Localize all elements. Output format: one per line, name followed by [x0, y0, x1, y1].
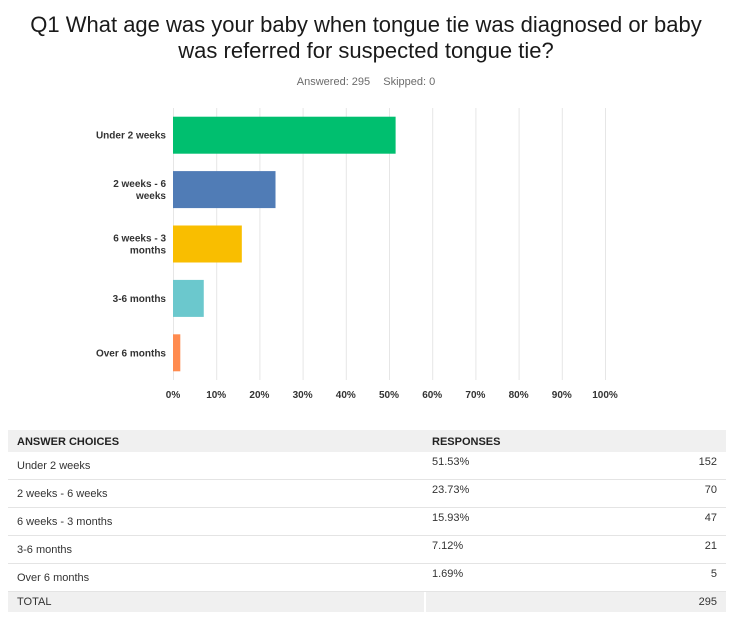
- response-stats: Answered: 295 Skipped: 0: [0, 76, 732, 88]
- category-label: Over 6 months: [96, 348, 166, 359]
- table-body: Under 2 weeks 51.53% 152 2 weeks - 6 weeks 2…: [8, 452, 726, 592]
- tick-label: 20%: [249, 390, 269, 401]
- row-choice: Over 6 months: [17, 572, 90, 584]
- question-title-line-2: was referred for suspected tongue tie?: [178, 38, 554, 63]
- tick-label: 10%: [206, 390, 226, 401]
- answered-count: Answered: 295: [296, 76, 371, 88]
- row-choice: 2 weeks - 6 weeks: [17, 488, 108, 500]
- bar: [173, 225, 242, 263]
- category-label: 2 weeks - 6 weeks: [113, 179, 166, 202]
- bar-chart: Under 2 weeks 2 weeks - 6 weeks 6 weeks - 3…: [96, 108, 618, 401]
- answer-table: ANSWER CHOICES RESPONSES Under 2 weeks 51…: [8, 430, 726, 612]
- tick-label: 50%: [379, 390, 399, 401]
- column-divider: [424, 592, 426, 612]
- tick-label: 100%: [592, 390, 618, 401]
- row-percent: 7.12%: [432, 540, 464, 552]
- skipped-count: Skipped: 0: [383, 76, 436, 88]
- row-choice: 3-6 months: [17, 544, 73, 556]
- bar: [173, 334, 181, 372]
- tick-label: 40%: [336, 390, 356, 401]
- table-total-row: TOTAL 295: [8, 592, 726, 612]
- row-percent: 15.93%: [432, 512, 470, 524]
- tick-label: 80%: [509, 390, 529, 401]
- total-count: 295: [698, 596, 717, 608]
- bar: [173, 116, 396, 154]
- row-count: 70: [704, 484, 717, 496]
- row-choice: Under 2 weeks: [17, 460, 91, 472]
- row-choice: 6 weeks - 3 months: [17, 516, 113, 528]
- table-row: Under 2 weeks 51.53% 152: [8, 452, 726, 480]
- row-count: 152: [698, 456, 717, 468]
- question-title: Q1 What age was your baby when tongue ti…: [0, 12, 732, 64]
- tick-label: 60%: [422, 390, 442, 401]
- bar: [173, 171, 276, 209]
- header-answer-choices: ANSWER CHOICES: [17, 436, 120, 448]
- row-count: 21: [704, 540, 717, 552]
- row-count: 5: [710, 568, 717, 580]
- row-percent: 51.53%: [432, 456, 470, 468]
- category-label: 6 weeks - 3 months: [113, 234, 166, 257]
- bar: [173, 279, 204, 317]
- row-count: 47: [704, 512, 717, 524]
- row-percent: 1.69%: [432, 568, 464, 580]
- question-title-line-1: Q1 What age was your baby when tongue ti…: [30, 12, 702, 37]
- tick-label: 0%: [166, 390, 181, 401]
- row-percent: 23.73%: [432, 484, 470, 496]
- table-row: 3-6 months 7.12% 21: [8, 536, 726, 564]
- table-row: Over 6 months 1.69% 5: [8, 564, 726, 592]
- category-label: 3-6 months: [113, 294, 167, 305]
- header-responses: RESPONSES: [432, 436, 501, 448]
- tick-label: 70%: [465, 390, 485, 401]
- total-label: TOTAL: [17, 596, 52, 608]
- tick-label: 30%: [293, 390, 313, 401]
- category-label: Under 2 weeks: [96, 131, 166, 142]
- table-row: 6 weeks - 3 months 15.93% 47: [8, 508, 726, 536]
- tick-label: 90%: [552, 390, 572, 401]
- table-header-row: ANSWER CHOICES RESPONSES: [8, 430, 726, 452]
- table-row: 2 weeks - 6 weeks 23.73% 70: [8, 480, 726, 508]
